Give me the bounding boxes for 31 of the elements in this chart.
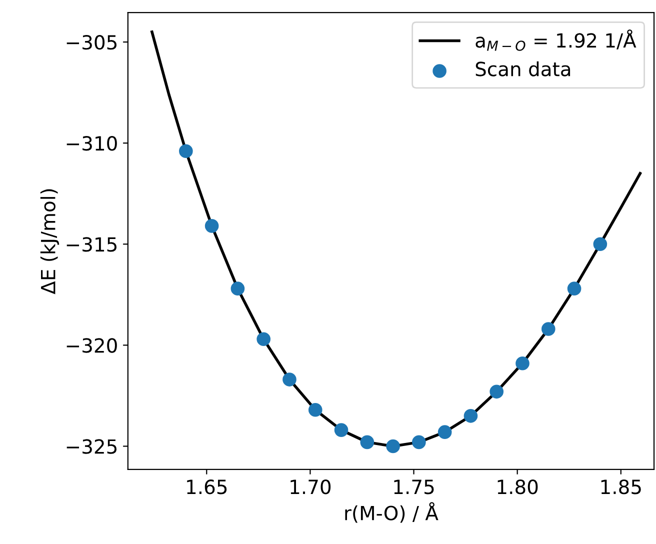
point: [567, 282, 582, 296]
legend-label: a$_{M−O}$ = 1.92 1/Å: [476, 29, 636, 51]
point: [204, 219, 219, 233]
x-tick-label: 1.70: [290, 480, 331, 494]
y-tick-label: −305: [66, 34, 116, 50]
point: [516, 356, 530, 370]
point: [360, 435, 374, 450]
point: [282, 372, 296, 386]
point: [464, 409, 478, 423]
point: [230, 282, 245, 296]
point: [412, 435, 426, 450]
x-axis-title: r(M-O) / Å: [345, 502, 438, 523]
y-tick-label: −320: [66, 338, 117, 353]
point: [438, 425, 452, 439]
y-tick-label: −325: [66, 439, 116, 454]
point: [541, 322, 556, 336]
point: [179, 144, 193, 158]
y-tick-label: −310: [66, 136, 117, 151]
x-tick-label: 1.65: [187, 480, 227, 494]
legend-label: Scan data: [476, 61, 570, 76]
point: [386, 439, 400, 454]
point: [593, 237, 608, 252]
x-tick-label: 1.80: [498, 480, 538, 494]
x-tick-label: 1.85: [601, 480, 641, 494]
y-axis-title: ΔE (kJ/mol): [40, 189, 60, 294]
point: [256, 332, 270, 346]
y-tick-label: −315: [66, 237, 116, 252]
point: [490, 384, 504, 399]
x-tick-label: 1.75: [394, 480, 434, 494]
point: [308, 402, 322, 417]
point: [334, 423, 348, 437]
